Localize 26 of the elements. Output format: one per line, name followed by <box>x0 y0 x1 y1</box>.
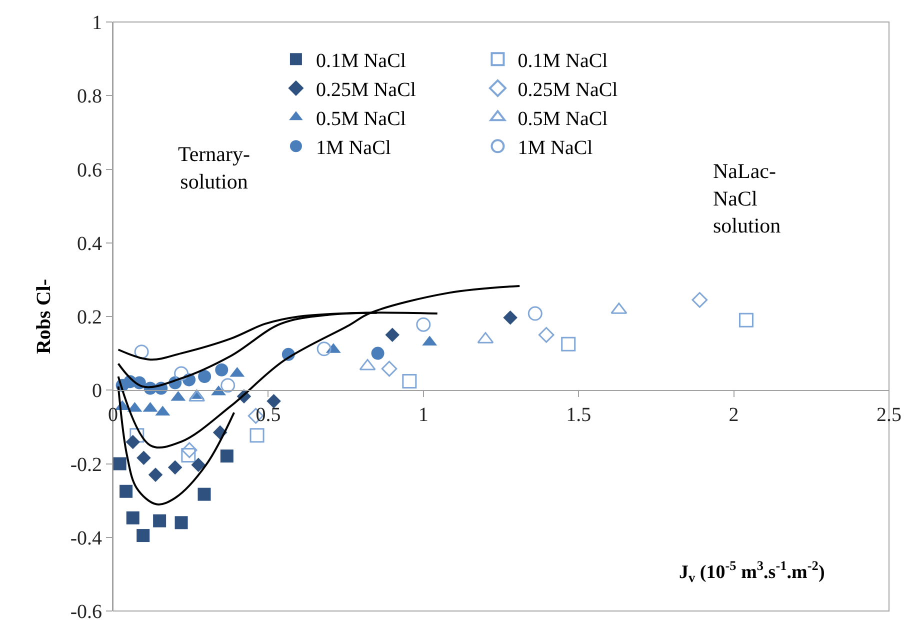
y-tick-label: 0.8 <box>77 86 102 108</box>
x-tick-label: 1.5 <box>566 404 592 426</box>
annotation: NaLac- NaCl solution <box>713 159 782 238</box>
y-tick-label: 0 <box>92 380 102 402</box>
y-tick-label: 0.2 <box>77 306 102 328</box>
legend-label: 0.25M NaCl <box>316 78 416 101</box>
x-tick-label: 0 <box>108 404 118 426</box>
legend-label: 1M NaCl <box>518 136 594 159</box>
y-tick-label: -0.4 <box>70 527 102 550</box>
y-tick-label: -0.6 <box>70 601 102 623</box>
x-tick-label: 2 <box>728 404 739 426</box>
x-tick-label: 2.5 <box>876 404 902 426</box>
y-tick-label: 0.4 <box>77 232 102 255</box>
legend-label: 0.5M NaCl <box>316 108 406 130</box>
legend-label: 0.1M NaCl <box>518 50 608 72</box>
y-tick-label: 1 <box>92 12 102 34</box>
annotation: Ternary- solution <box>178 142 250 194</box>
legend-label: 0.25M NaCl <box>518 78 618 101</box>
legend-label: 0.5M NaCl <box>518 108 608 130</box>
y-axis-title: Robs Cl- <box>32 278 55 354</box>
legend-label: 1M NaCl <box>316 136 392 159</box>
legend-label: 0.1M NaCl <box>316 50 406 72</box>
y-tick-label: 0.6 <box>77 159 102 182</box>
y-tick-label: -0.2 <box>70 454 102 476</box>
x-tick-label: 1 <box>418 404 428 426</box>
text: J$_{v}$ (10$^{-5}$ m$^{3}$.s$^{-1}$.m$^{-2}$) <box>679 558 825 585</box>
